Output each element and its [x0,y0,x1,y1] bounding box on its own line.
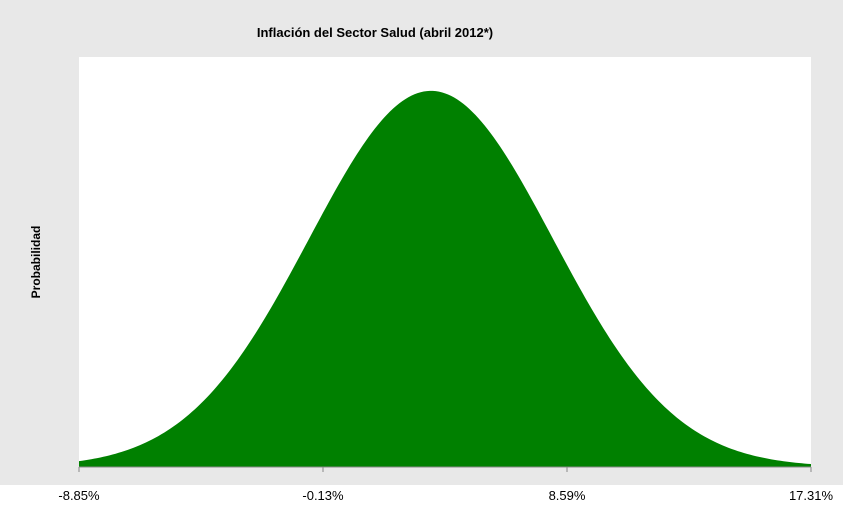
x-tick-label: 17.31% [789,488,834,503]
chart-title: Inflación del Sector Salud (abril 2012*) [257,25,493,40]
x-tick-label: 8.59% [549,488,586,503]
data-marks [79,90,811,468]
y-axis-label: Probabilidad [29,226,43,299]
distribution-area [79,90,811,468]
x-tick-label: -0.13% [302,488,344,503]
x-tick-label: -8.85% [58,488,100,503]
x-axis-ticks: -8.85% -0.13% 8.59% 17.31% [58,467,833,503]
